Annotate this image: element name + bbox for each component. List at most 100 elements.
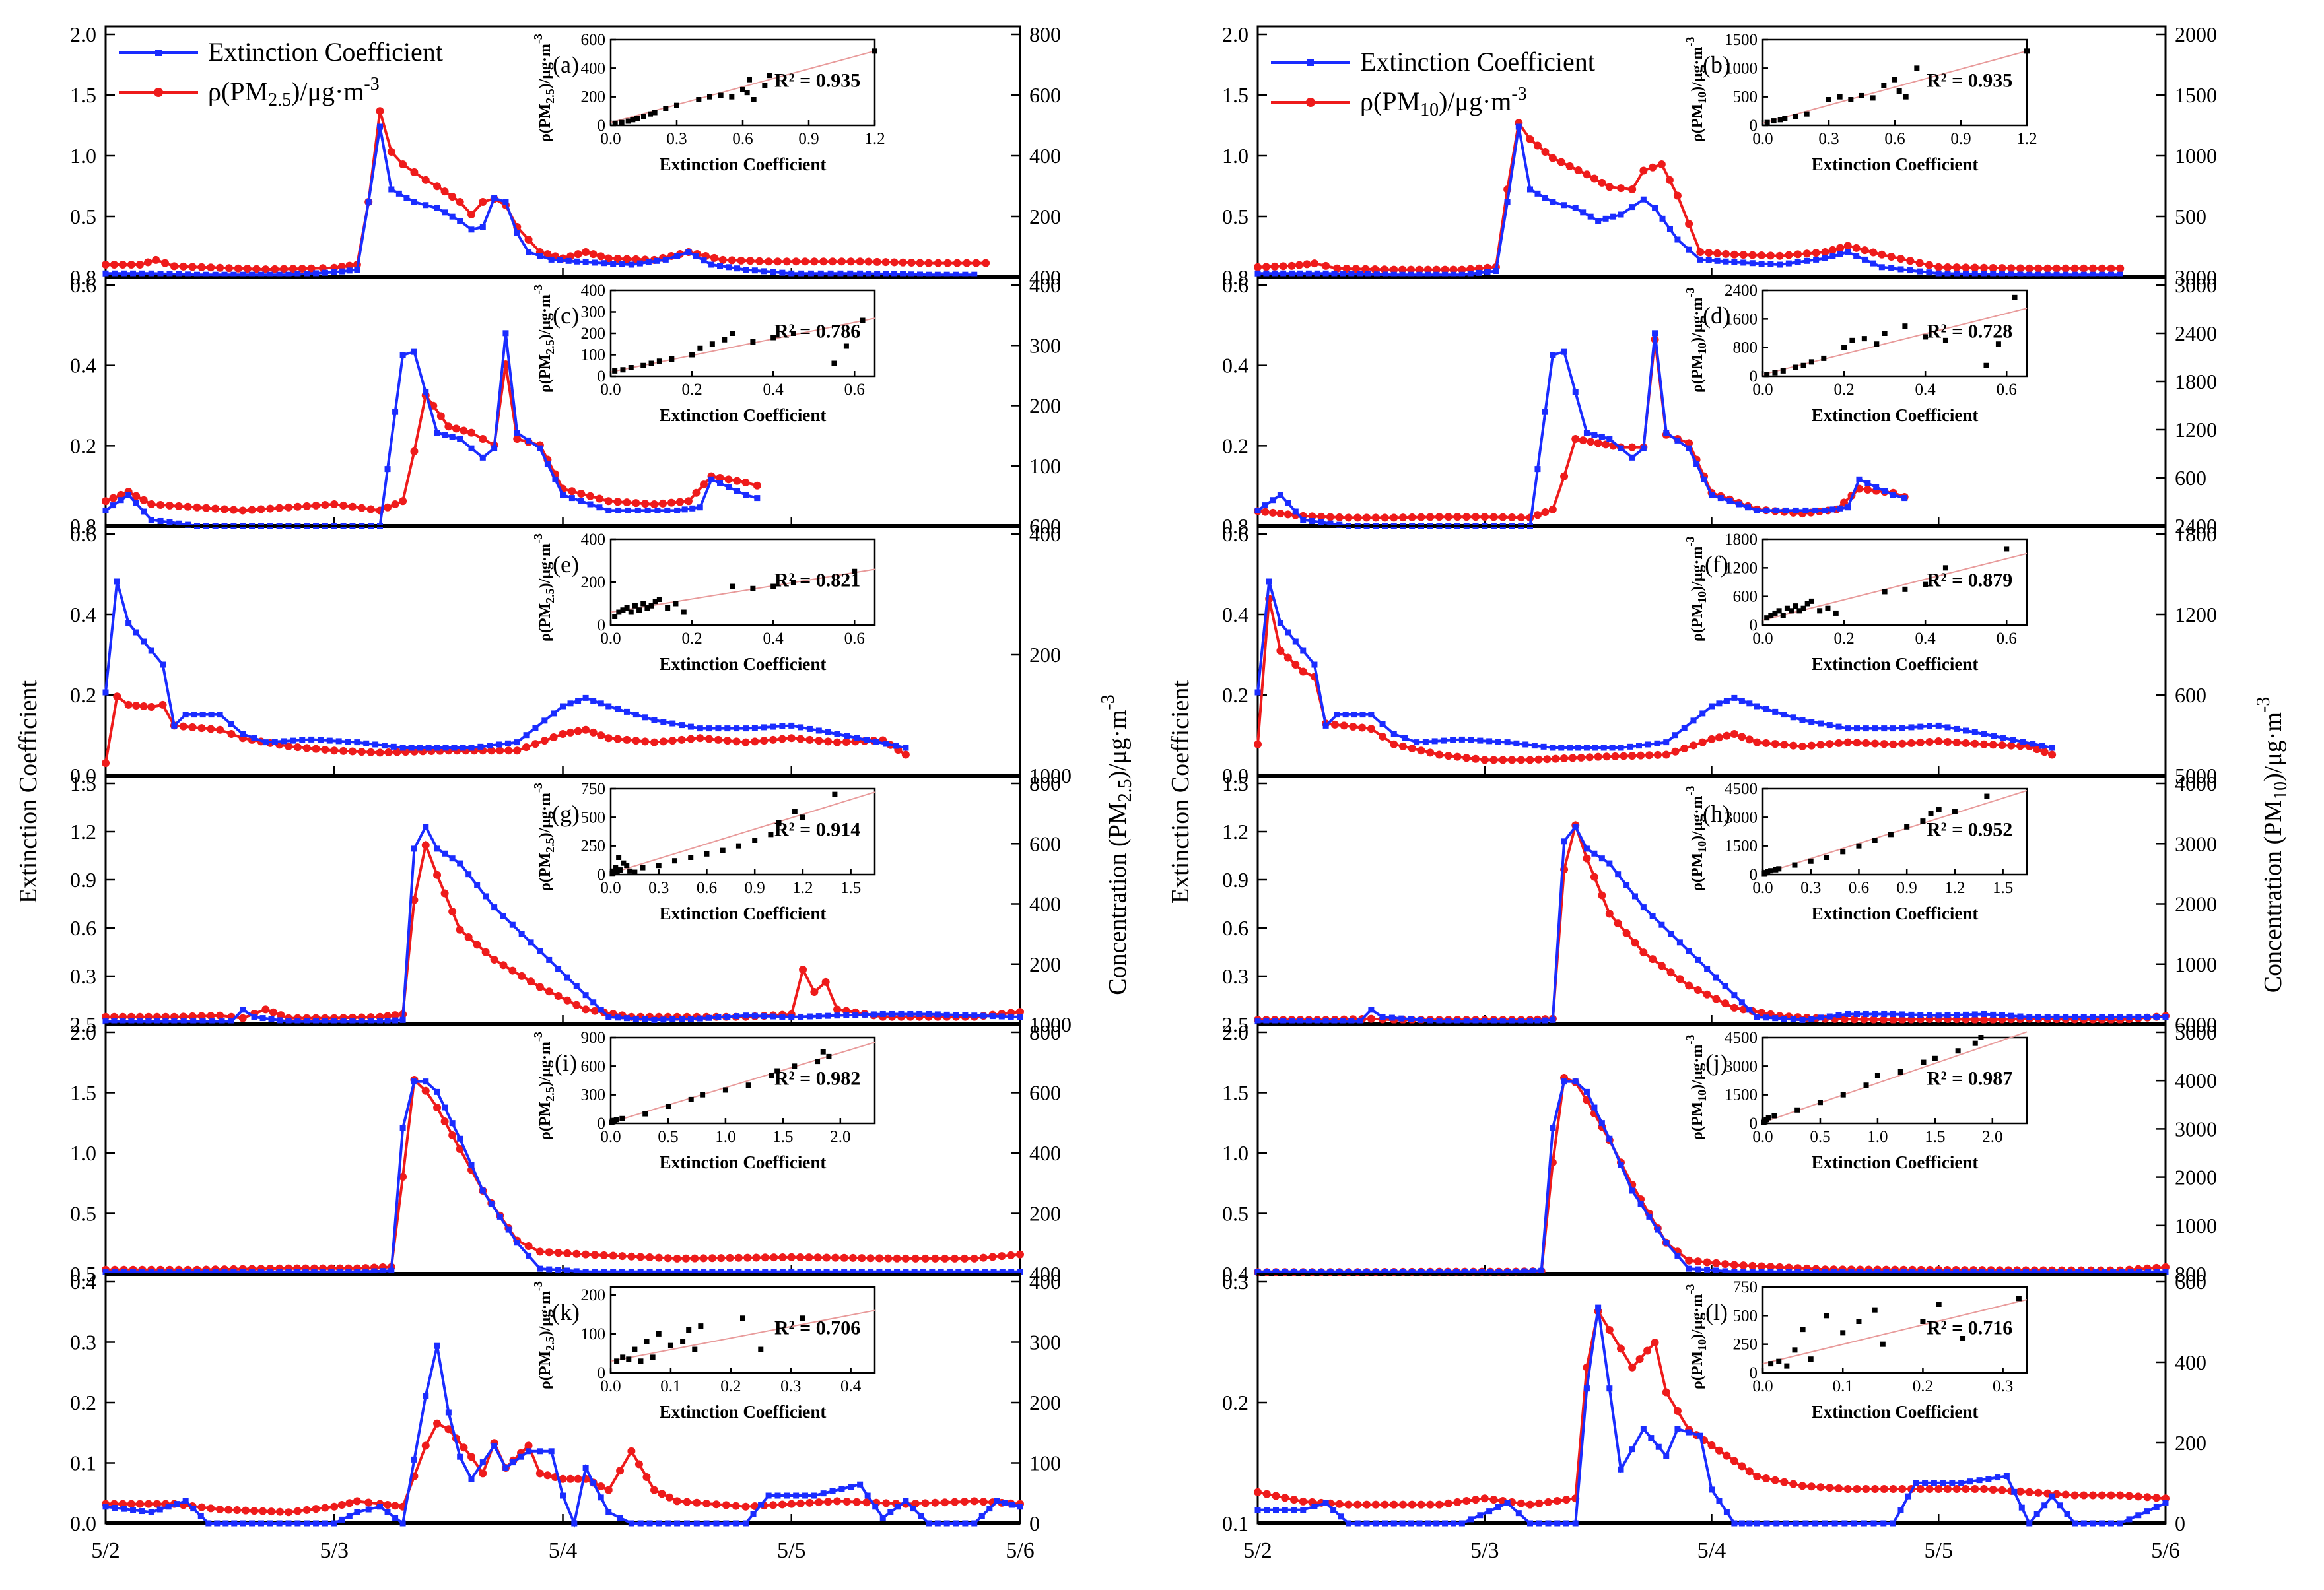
concentration-point [632,737,640,745]
inset-point [640,601,646,607]
concentration-point [2080,1491,2088,1500]
extinction-point [445,1409,452,1416]
inset-y-label: ρ(PM10)/μg·m-3 [1684,786,1709,891]
concentration-point [554,992,563,1001]
extinction-point [249,1269,256,1275]
extinction-point [788,722,795,729]
concentration-point [1998,264,2006,273]
extinction-point [1495,1269,1502,1275]
extinction-point [697,1015,703,1022]
y2-tick-label: 1200 [2175,603,2217,626]
panel-label: (i) [555,1049,577,1076]
extinction-point [546,956,553,963]
extinction-point [693,253,699,259]
concentration-point [1730,1261,1738,1269]
extinction-point [1731,1520,1738,1527]
extinction-point [910,1506,916,1512]
extinction-point [1864,480,1871,486]
concentration-point [2034,1488,2043,1497]
y-tick-label: 0.5 [1222,205,1248,228]
y-tick-label: 1.5 [1222,83,1248,107]
extinction-point [735,1269,742,1275]
concentration-point [1270,262,1279,271]
concentration-point [1835,739,1843,747]
extinction-point [2041,1502,2048,1509]
concentration-point [211,504,220,513]
extinction-point [610,260,617,267]
inset-point [674,102,679,108]
extinction-point [285,271,292,278]
concentration-point [1583,170,1591,179]
concentration-point [188,723,197,731]
concentration-point [1605,1326,1614,1335]
concentration-point [152,255,160,264]
x-tick-label: 5/6 [2151,1539,2179,1563]
concentration-point [410,896,419,904]
concentration-point [761,1253,769,1262]
extinction-point [1663,1453,1670,1459]
extinction-point [1540,743,1547,750]
extinction-point [121,1269,127,1275]
extinction-point [762,1269,769,1275]
concentration-point [921,1499,930,1507]
extinction-point [994,1498,1000,1504]
inset-y-tick-label: 4500 [1725,1029,1758,1047]
inset-point [1870,95,1876,101]
concentration-point [1925,737,1934,746]
concentration-point [765,257,773,266]
y-tick-label: 1.5 [1222,772,1248,795]
extinction-point [285,1269,292,1275]
extinction-point [2092,1269,2099,1275]
extinction-point [646,1269,653,1275]
y2-tick-label: 1200 [2175,418,2217,442]
inset-point [621,860,627,866]
extinction-point [1348,271,1355,277]
inset-y-tick-label: 1200 [1725,559,1758,577]
inset-point [1859,92,1864,98]
extinction-point [1400,1269,1406,1275]
inset-point [617,867,623,873]
concentration-point [1367,1014,1375,1023]
concentration-point [1489,513,1498,521]
extinction-point [1266,578,1272,585]
inset-point [644,605,650,611]
concentration-point [810,987,819,996]
concentration-point [421,176,430,184]
extinction-point [1336,521,1343,528]
concentration-point [193,503,201,512]
inset-point [612,614,618,619]
concentration-point [911,1500,920,1507]
middle_y2-concentration-axis-title: Concentration (PM2.5)/μg·m-3 [1098,694,1136,995]
concentration-point [831,1253,840,1262]
extinction-point [468,745,475,751]
concentration-point [882,1499,891,1507]
y2-tick-label: 4000 [2175,772,2217,795]
extinction-point [2044,1014,2051,1020]
extinction-point [1504,1500,1511,1506]
concentration-point [1998,741,2006,750]
extinction-point [879,1515,886,1521]
y2-tick-label: 2400 [2175,321,2217,345]
concentration-point [261,1005,270,1014]
inset-point [614,869,620,875]
inset-point [1914,65,1920,71]
extinction-point [509,921,516,928]
concentration-point [837,257,846,266]
extinction-point [926,1520,932,1527]
inset-y-tick-label: 0 [598,117,606,135]
inset-point [620,607,626,613]
extinction-point [2090,1520,2096,1527]
y-tick-label: 0.6 [1222,522,1248,546]
extinction-point [1572,1520,1579,1527]
extinction-point [1799,1016,1806,1023]
concentration-point [2007,741,2016,750]
extinction-point [1442,1520,1449,1527]
inset-r2: R² = 0.879 [1927,570,2012,591]
concentration-point [487,746,496,755]
concentration-point [824,737,833,746]
extinction-point [1450,271,1456,278]
extinction-point [1695,1266,1701,1273]
extinction-point [601,260,607,267]
concentration-point [1432,265,1441,274]
